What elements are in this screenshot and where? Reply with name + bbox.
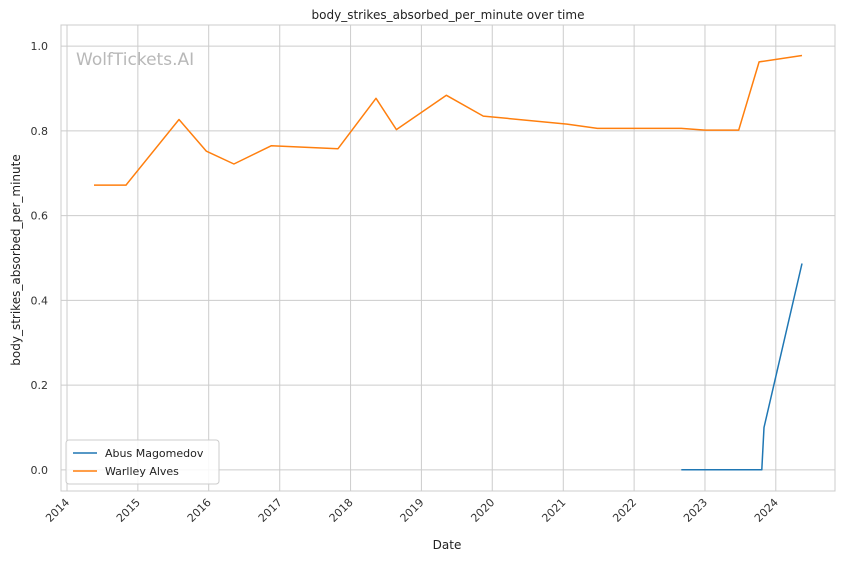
x-axis-label: Date (433, 538, 462, 552)
series-line-warlley-alves (94, 54, 803, 186)
plot-frame (60, 24, 836, 492)
x-tick-label: 2014 (43, 496, 72, 525)
x-tick-label: 2018 (327, 496, 356, 525)
chart-title: body_strikes_absorbed_per_minute over ti… (312, 8, 585, 22)
x-tick-label: 2020 (468, 496, 497, 525)
x-tick-label: 2022 (610, 496, 639, 525)
gridlines (61, 25, 835, 491)
y-tick-label: 0.2 (31, 379, 49, 392)
y-tick-label: 0.8 (31, 125, 49, 138)
legend: Abus Magomedov Warlley Alves (65, 439, 220, 485)
legend-box (65, 439, 220, 485)
x-tick-label: 2021 (539, 496, 568, 525)
watermark-text: WolfTickets.AI (76, 50, 194, 70)
x-tick-label: 2024 (752, 496, 781, 525)
y-tick-label: 1.0 (31, 40, 49, 53)
y-tick-label: 0.0 (31, 464, 49, 477)
x-tick-label: 2015 (114, 496, 143, 525)
x-tick-label: 2023 (681, 496, 710, 525)
series-lines (94, 54, 803, 471)
legend-label-abus-magomedov: Abus Magomedov (105, 447, 204, 460)
x-tick-label: 2019 (398, 496, 427, 525)
legend-label-warlley-alves: Warlley Alves (105, 465, 179, 478)
y-axis-label: body_strikes_absorbed_per_minute (9, 154, 23, 365)
y-tick-label: 0.4 (31, 294, 49, 307)
x-tick-label: 2016 (185, 496, 214, 525)
y-tick-label: 0.6 (31, 210, 49, 223)
series-line-abus-magomedov (681, 263, 803, 471)
x-tick-label: 2017 (256, 496, 285, 525)
